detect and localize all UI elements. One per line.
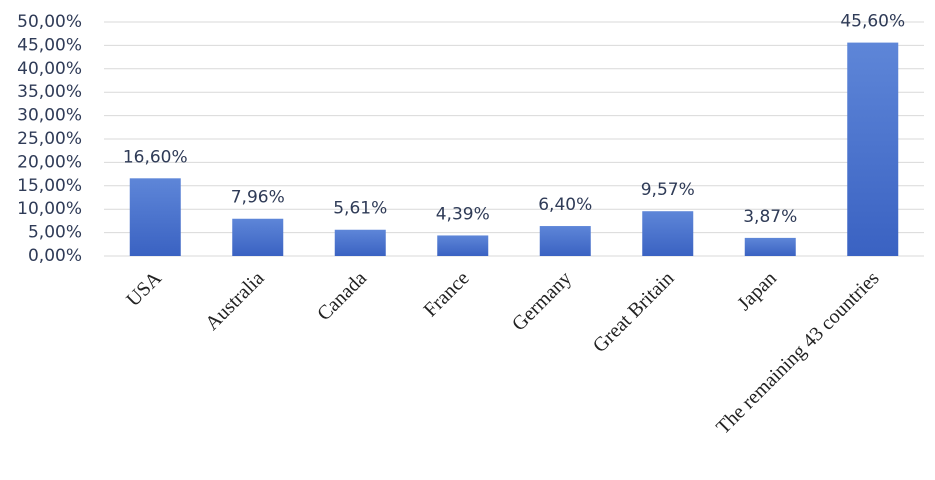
y-tick-label: 0,00% [28,246,82,266]
bar [232,218,284,256]
y-tick-label: 35,00% [17,82,82,102]
value-label: 6,40% [538,195,592,215]
y-tick-label: 40,00% [17,59,82,79]
x-tick-label: Japan [733,267,781,315]
y-tick-label: 5,00% [28,223,82,243]
x-tick-label: The remaining 43 countries [712,267,884,439]
value-label: 4,39% [436,204,490,224]
bar [334,229,386,256]
x-tick-label: France [419,267,473,321]
value-label: 16,60% [123,147,188,167]
bar [437,235,489,256]
y-tick-label: 50,00% [17,12,82,32]
x-tick-label: Australia [201,267,268,334]
value-label: 7,96% [231,188,285,208]
y-tick-label: 15,00% [17,176,82,196]
y-tick-label: 25,00% [17,129,82,149]
x-tick-label: USA [122,267,166,311]
bar [129,178,181,256]
y-tick-label: 30,00% [17,106,82,126]
value-label: 5,61% [333,199,387,219]
value-label: 9,57% [641,180,695,200]
y-tick-label: 10,00% [17,199,82,219]
y-tick-label: 45,00% [17,35,82,55]
bar [539,226,591,256]
bar [744,237,796,256]
bar [642,211,694,256]
value-label: 45,60% [840,12,905,32]
bar [847,42,899,257]
x-tick-label: Canada [313,267,371,325]
x-tick-label: Germany [508,267,576,335]
value-label: 3,87% [743,207,797,227]
x-tick-label: Great Britain [589,267,679,357]
y-tick-label: 20,00% [17,152,82,172]
